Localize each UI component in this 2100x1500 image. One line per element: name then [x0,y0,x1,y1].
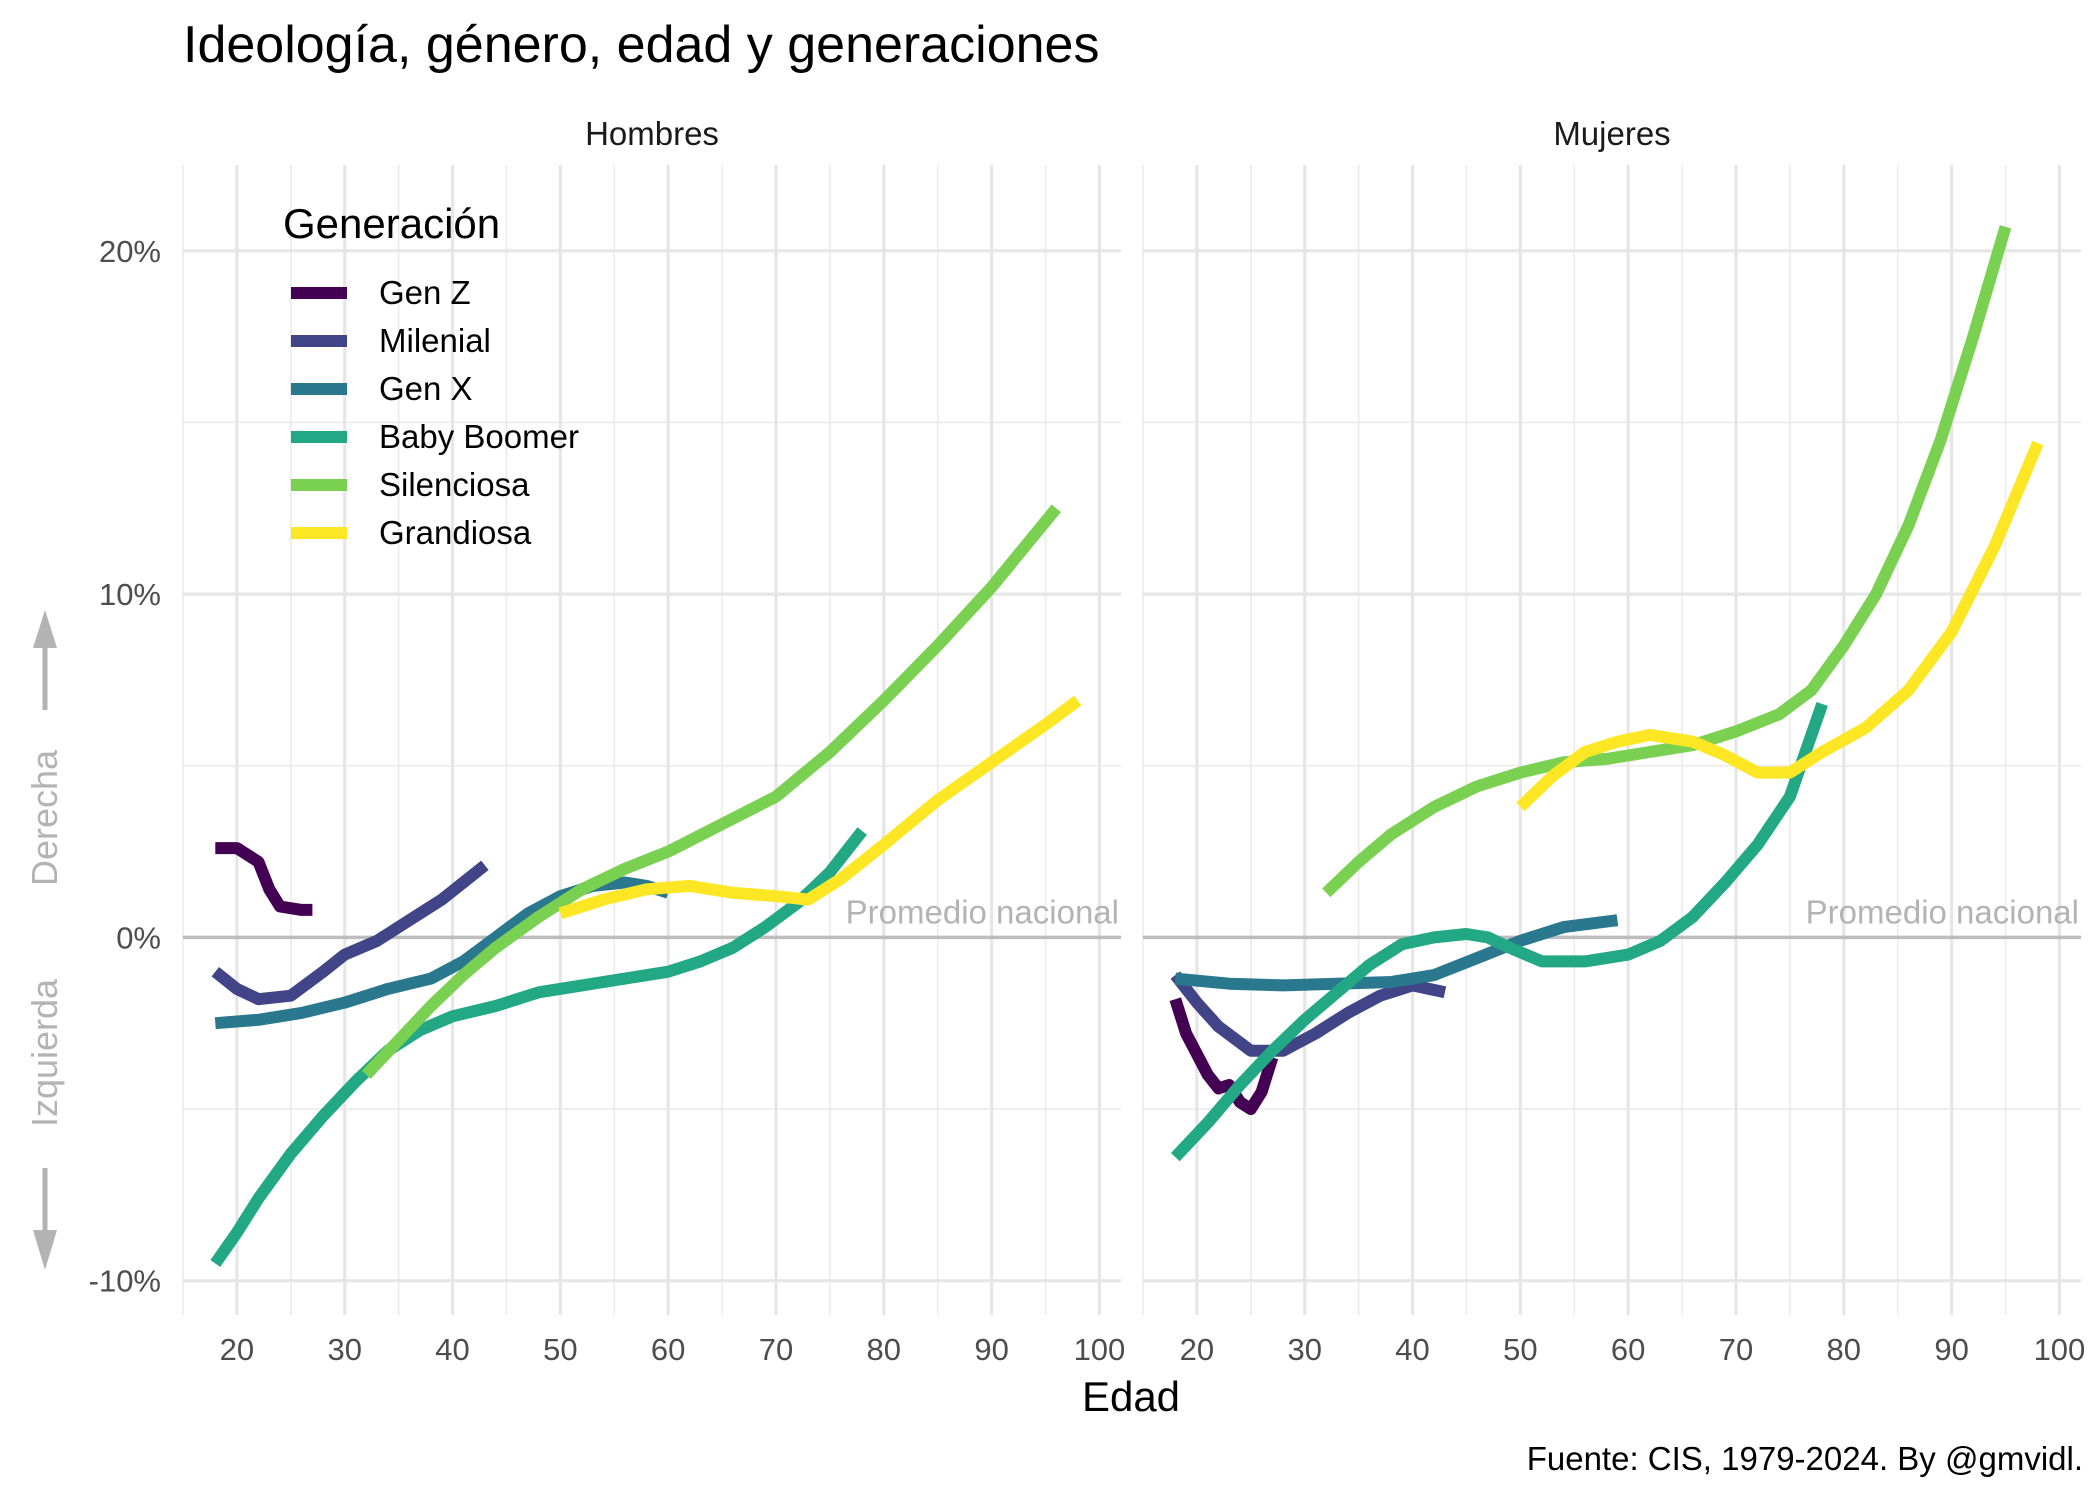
series-line-silenciosa [1322,225,2012,898]
facet-panels: Hombres Promedio nacional 20 30 40 50 60 70 80 90… [182,115,2086,1367]
legend-label: Gen Z [379,274,471,311]
x-tick-label: 40 [435,1332,469,1367]
legend-title: Generación [283,200,500,247]
direction-up-label: Derecha [24,749,65,886]
x-tick-label: 60 [651,1332,685,1367]
panel-hombres: Hombres Promedio nacional 20 30 40 50 60 70 80 90… [182,115,1126,1367]
y-tick-label: 0% [116,920,161,955]
x-tick-label: 80 [867,1332,901,1367]
series-line-silenciosa [361,504,1061,1079]
chart-title: Ideología, género, edad y generaciones [183,16,1099,74]
direction-indicator: Derecha Izquierda [24,610,65,1270]
series-line-gen-z [1169,997,1279,1115]
x-tick-label: 100 [1074,1332,1126,1367]
series-line-milenial [1170,971,1447,1057]
legend-label: Silenciosa [379,466,530,503]
x-tick-label: 90 [974,1332,1008,1367]
y-tick-label: 10% [99,577,161,612]
legend-label: Gen X [379,370,473,407]
x-tick-label: 20 [220,1332,254,1367]
up-arrow-icon [33,610,57,648]
x-tick-label: 50 [1503,1332,1537,1367]
legend-label: Baby Boomer [379,418,579,455]
series-line-grandiosa [1516,440,2044,812]
x-tick-label: 40 [1395,1332,1429,1367]
series-line-milenial [211,860,489,1006]
x-tick-label: 20 [1180,1332,1214,1367]
series-line-baby-boomer [1170,702,1828,1162]
y-tick-label: -10% [89,1264,161,1299]
x-tick-label: 70 [759,1332,793,1367]
legend-label: Milenial [379,322,491,359]
x-tick-label: 70 [1719,1332,1753,1367]
x-tick-label: 60 [1611,1332,1645,1367]
series-line-gen-x [1174,914,1619,992]
x-tick-label: 50 [543,1332,577,1367]
panel-label: Mujeres [1553,115,1670,152]
series-line-grandiosa [558,695,1082,920]
x-tick-label: 80 [1827,1332,1861,1367]
reference-line-label: Promedio nacional [1806,893,2079,930]
panel-mujeres: Mujeres Promedio nacional 20 30 40 50 60 70 80 90… [1142,115,2086,1367]
legend-label: Grandiosa [379,514,532,551]
x-tick-label: 30 [1287,1332,1321,1367]
series-line-baby-boomer [210,827,867,1267]
down-arrow-icon [33,1230,57,1270]
x-tick-label: 90 [1934,1332,1968,1367]
y-axis: -10% 0% 10% 20% [89,234,161,1299]
panel-label: Hombres [585,115,719,152]
x-tick-label: 30 [327,1332,361,1367]
legend: Generación Gen Z Milenial Gen X Baby Boomer S… [283,200,579,551]
reference-line-label: Promedio nacional [846,893,1119,930]
series-line-gen-x [214,876,671,1030]
x-axis-title: Edad [1082,1373,1180,1420]
x-tick-label: 100 [2034,1332,2086,1367]
direction-down-label: Izquierda [24,978,65,1127]
y-tick-label: 20% [99,234,161,269]
chart-caption: Fuente: CIS, 1979-2024. By @gmvidl. [1527,1440,2083,1477]
series-line-gen-z [215,842,313,916]
